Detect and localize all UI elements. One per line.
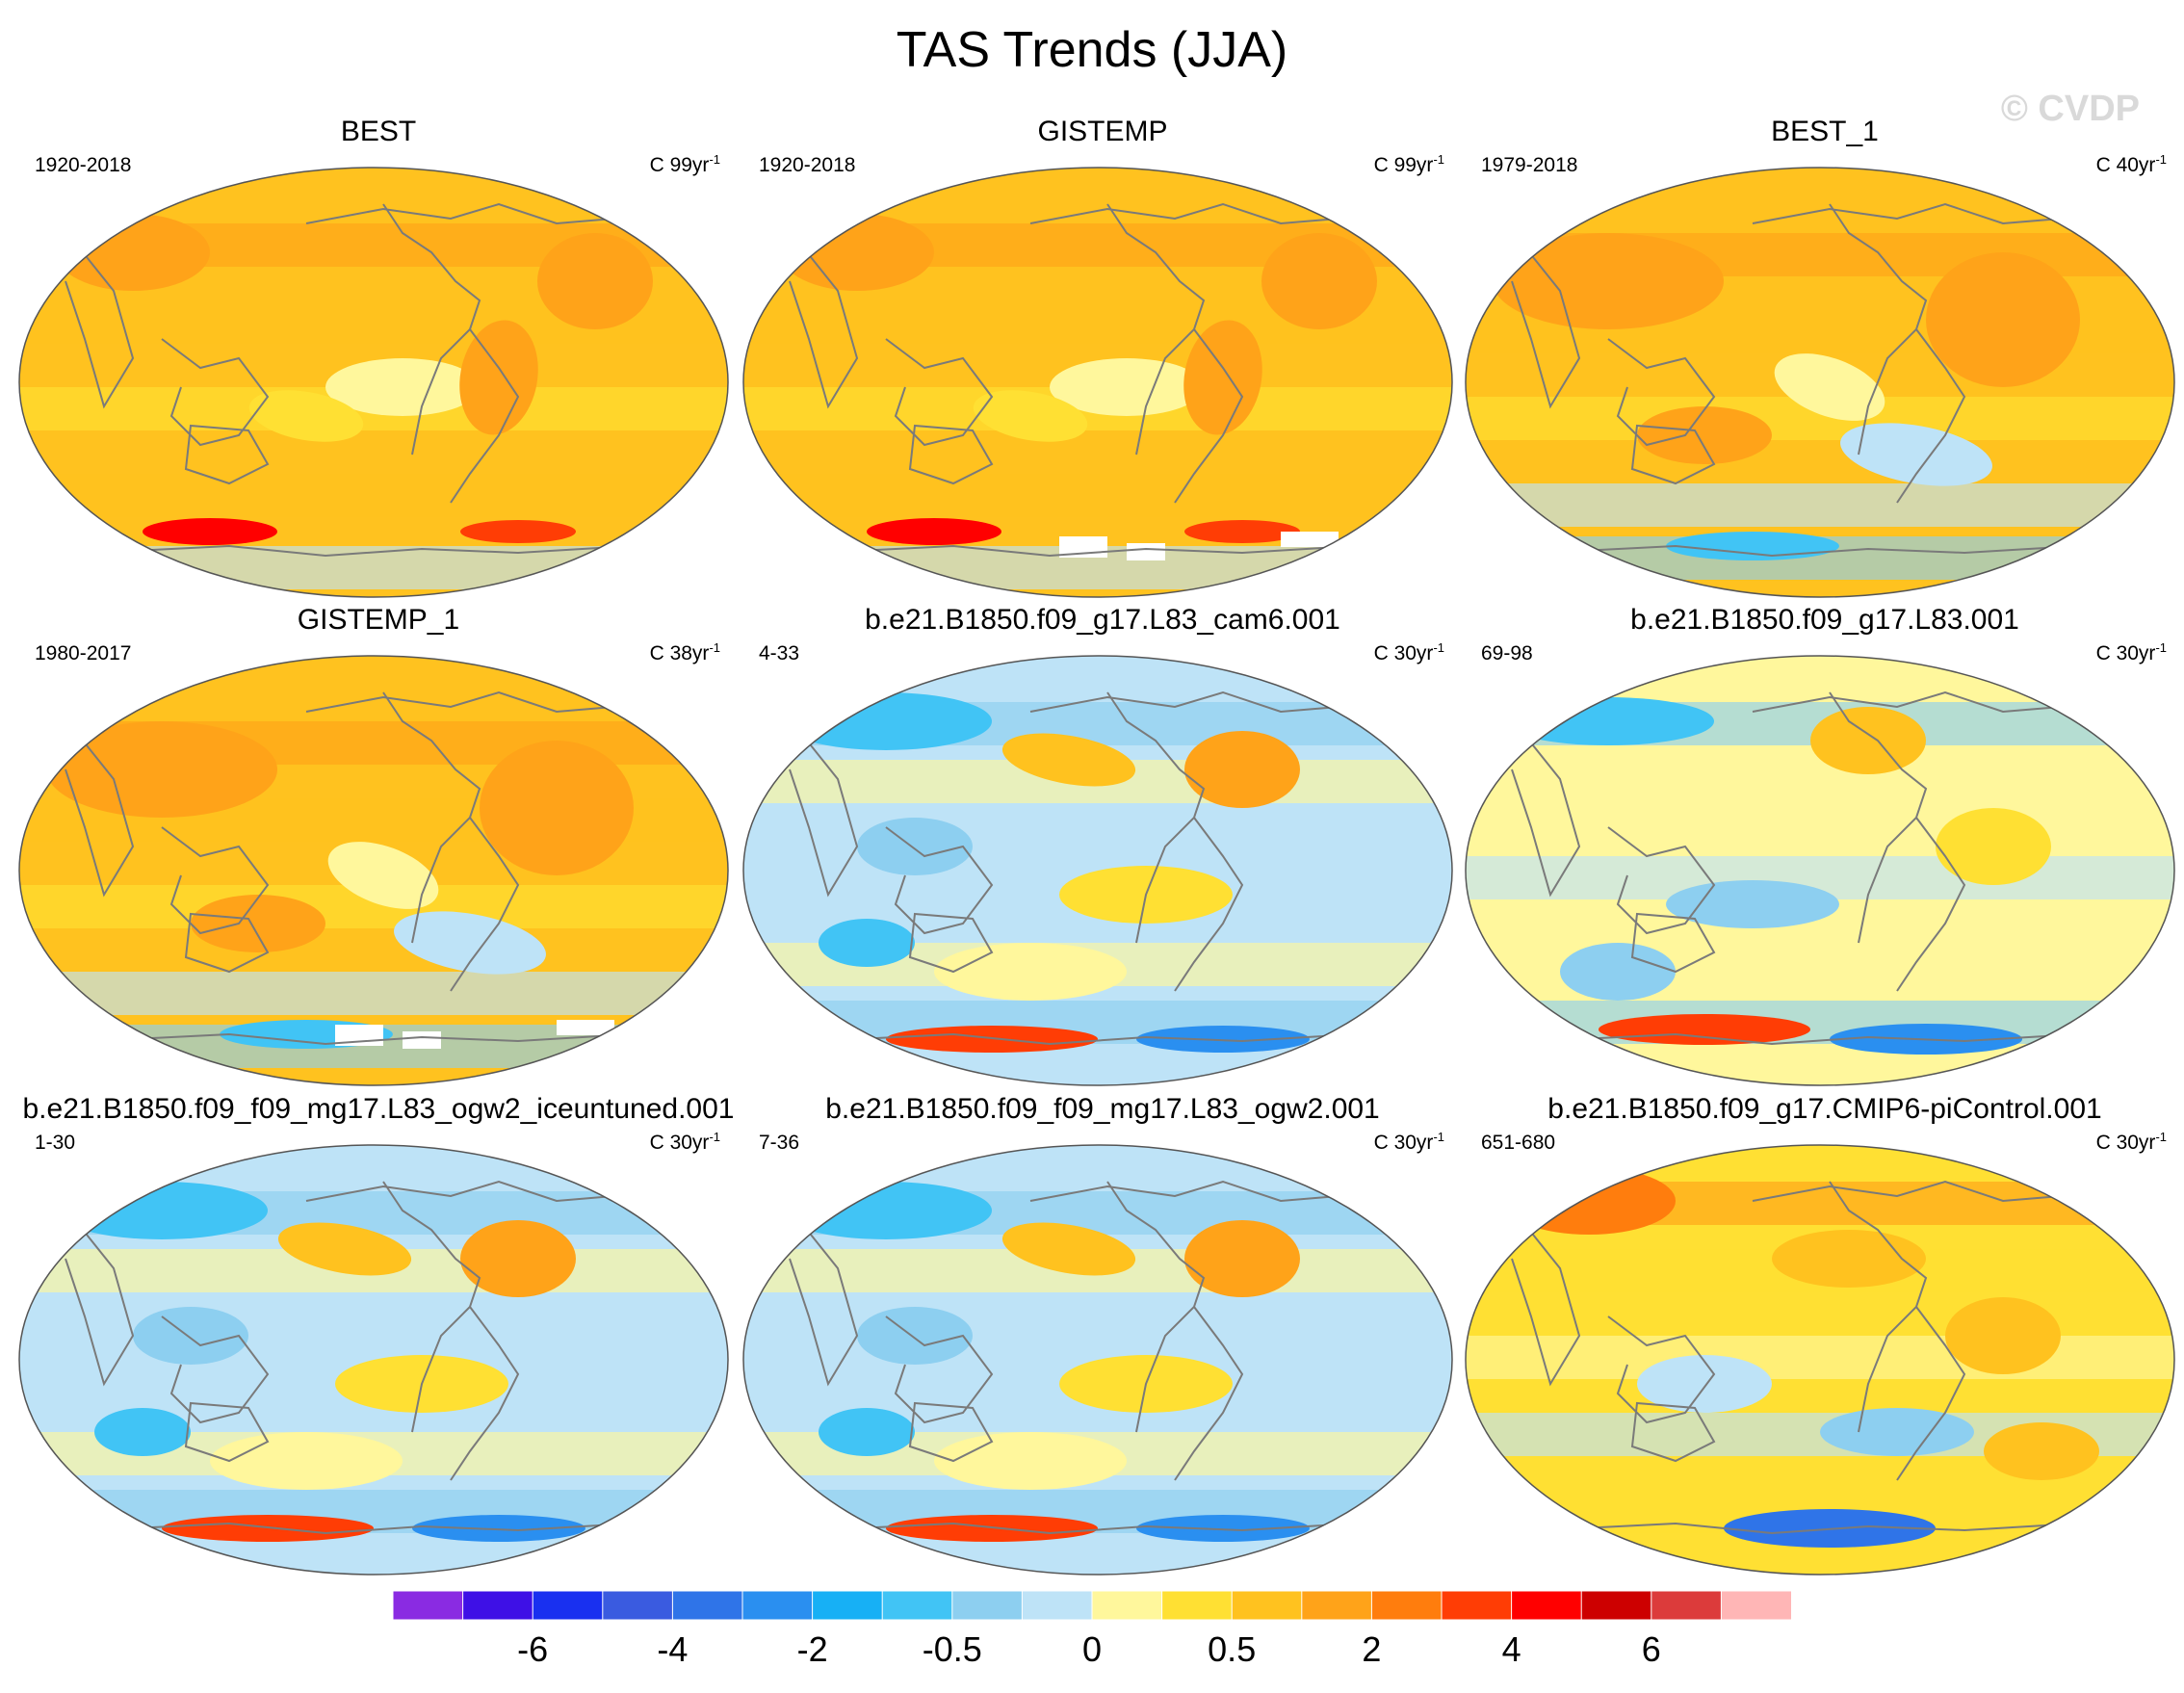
panel-units: C 30yr-1	[649, 1130, 720, 1154]
panel-period: 4-33	[759, 642, 800, 664]
panel-period: 7-36	[759, 1132, 800, 1154]
figure-title: TAS Trends (JJA)	[896, 22, 1288, 78]
colorbar-swatch	[812, 1591, 884, 1620]
colorbar-swatch	[671, 1591, 743, 1620]
panel-units: C 30yr-1	[2095, 640, 2167, 664]
colorbar-tick-label: 0.5	[1208, 1629, 1257, 1669]
colorbar	[393, 1591, 1791, 1620]
watermark: © CVDP	[2000, 89, 2140, 129]
panel-title: b.e21.B1850.f09_g17.L83.001	[1630, 604, 2019, 636]
panel-title: b.e21.B1850.f09_g17.CMIP6-piControl.001	[1547, 1093, 2102, 1125]
colorbar-swatch	[1301, 1591, 1373, 1620]
colorbar-swatch	[1651, 1591, 1723, 1620]
colorbar-tick-label: 4	[1501, 1629, 1521, 1669]
map-image	[742, 1144, 1453, 1576]
map-panel: BEST 1920-2018 C 99yr-1	[17, 116, 740, 602]
map-panel: b.e21.B1850.f09_g17.CMIP6-piControl.001 6…	[1464, 1093, 2184, 1579]
panel-title: GISTEMP	[1037, 116, 1168, 147]
panel-period: 69-98	[1481, 642, 1533, 664]
colorbar-tick-label: 6	[1641, 1629, 1661, 1669]
panel-period: 1920-2018	[759, 154, 856, 176]
panel-period: 1980-2017	[35, 642, 132, 664]
panel-title: BEST_1	[1771, 116, 1879, 147]
colorbar-swatch	[462, 1591, 534, 1620]
colorbar-swatch	[1580, 1591, 1652, 1620]
colorbar-swatch	[881, 1591, 953, 1620]
colorbar-swatch	[1511, 1591, 1583, 1620]
map-panel: BEST_1 1979-2018 C 40yr-1	[1464, 116, 2184, 602]
panel-units: C 99yr-1	[1373, 152, 1444, 176]
panel-units: C 30yr-1	[2095, 1130, 2167, 1154]
map-image	[742, 167, 1453, 598]
panel-period: 1920-2018	[35, 154, 132, 176]
panel-title: GISTEMP_1	[297, 604, 460, 636]
map-panel: b.e21.B1850.f09_g17.L83_cam6.001 4-33 C 30…	[741, 604, 1464, 1090]
colorbar-tick-label: 2	[1362, 1629, 1382, 1669]
map-image	[742, 655, 1453, 1086]
map-image	[1465, 1144, 2175, 1576]
colorbar-tick-label: -2	[796, 1629, 828, 1669]
colorbar-swatch	[1231, 1591, 1303, 1620]
colorbar-swatch	[1091, 1591, 1163, 1620]
colorbar-tick-label: -6	[517, 1629, 549, 1669]
colorbar-tick-label: -4	[657, 1629, 689, 1669]
colorbar-tick-label: -0.5	[922, 1629, 982, 1669]
panel-period: 1-30	[35, 1132, 76, 1154]
map-image	[1465, 167, 2175, 598]
panel-title: BEST	[340, 116, 417, 147]
map-panel: b.e21.B1850.f09_f09_mg17.L83_ogw2_iceunt…	[17, 1093, 740, 1579]
panel-title: b.e21.B1850.f09_g17.L83_cam6.001	[865, 604, 1340, 636]
map-panel: b.e21.B1850.f09_f09_mg17.L83_ogw2.001 7-3…	[741, 1093, 1464, 1579]
colorbar-swatch	[393, 1591, 464, 1620]
panel-title: b.e21.B1850.f09_f09_mg17.L83_ogw2.001	[825, 1093, 1380, 1125]
panel-period: 651-680	[1481, 1132, 1556, 1154]
colorbar-swatch	[532, 1591, 604, 1620]
panel-units: C 30yr-1	[1373, 1130, 1444, 1154]
map-panel: b.e21.B1850.f09_g17.L83.001 69-98 C 30yr-1	[1464, 604, 2184, 1090]
panel-title: b.e21.B1850.f09_f09_mg17.L83_ogw2_iceunt…	[22, 1093, 735, 1125]
map-panel: GISTEMP 1920-2018 C 99yr-1	[741, 116, 1464, 602]
map-image	[18, 1144, 729, 1576]
map-image	[18, 655, 729, 1086]
colorbar-swatch	[1441, 1591, 1513, 1620]
colorbar-tick-label: 0	[1081, 1629, 1103, 1669]
colorbar-swatch	[951, 1591, 1024, 1620]
colorbar-swatch	[1161, 1591, 1234, 1620]
colorbar-swatch	[1021, 1591, 1094, 1620]
colorbar-swatch	[741, 1591, 814, 1620]
colorbar-swatch	[1720, 1591, 1791, 1620]
panel-units: C 38yr-1	[649, 640, 720, 664]
map-image	[1465, 655, 2175, 1086]
panel-units: C 99yr-1	[649, 152, 720, 176]
colorbar-swatch	[1370, 1591, 1443, 1620]
panel-units: C 30yr-1	[1373, 640, 1444, 664]
map-image	[18, 167, 729, 598]
panel-period: 1979-2018	[1481, 154, 1578, 176]
panel-units: C 40yr-1	[2095, 152, 2167, 176]
colorbar-swatch	[602, 1591, 674, 1620]
map-panel: GISTEMP_1 1980-2017 C 38yr-1	[17, 604, 740, 1090]
